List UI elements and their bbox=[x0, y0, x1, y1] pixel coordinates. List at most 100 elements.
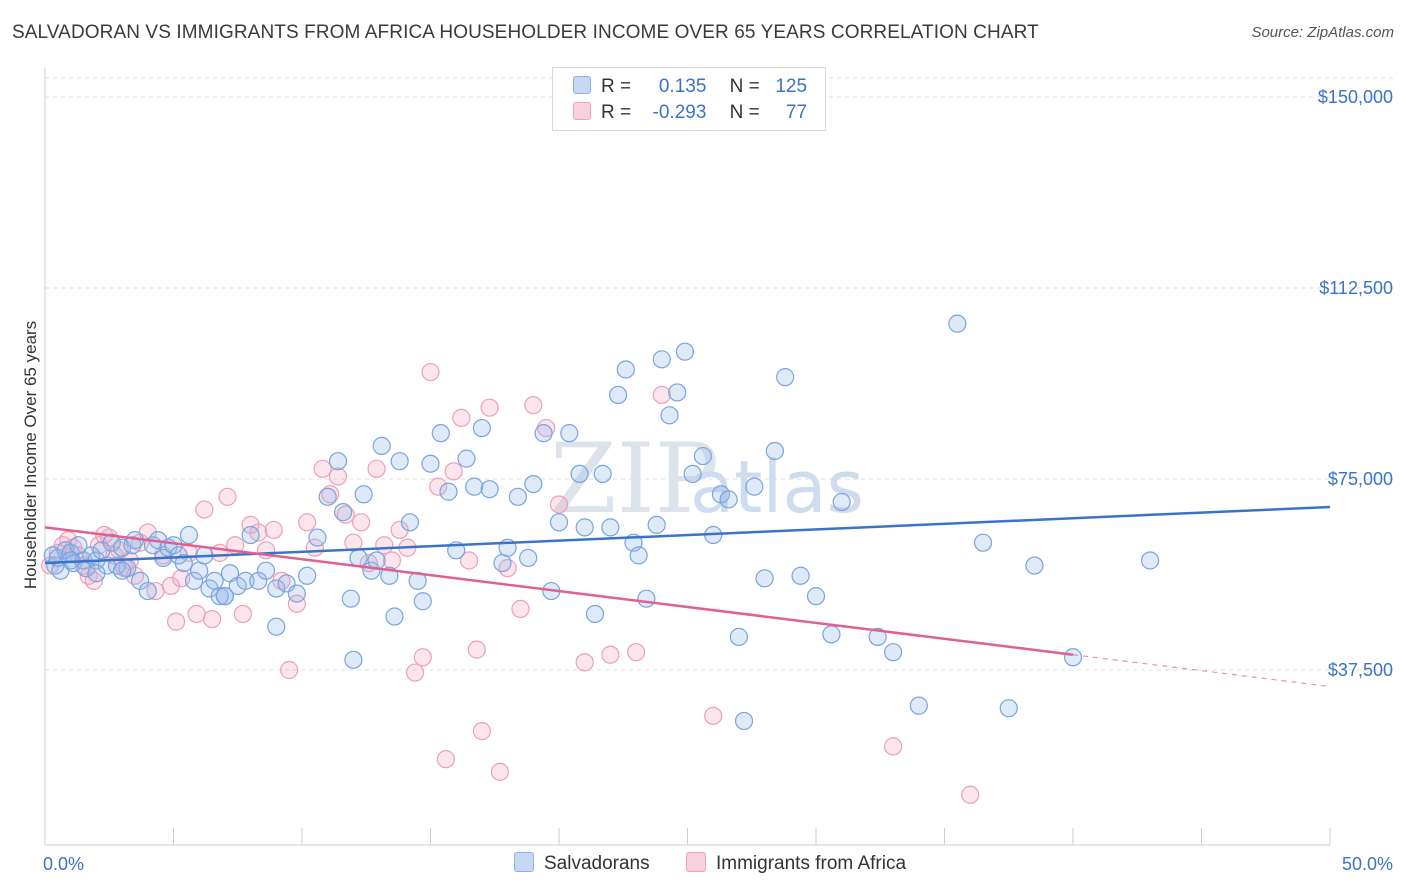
watermark-zip: ZIP bbox=[550, 423, 719, 535]
salvadoran-point bbox=[241, 525, 260, 545]
africa-point bbox=[405, 663, 425, 682]
bottom-swatch-blue bbox=[514, 852, 534, 872]
salvadoran-point bbox=[745, 477, 764, 496]
legend-r-label: R = bbox=[601, 102, 632, 123]
salvadoran-point bbox=[431, 424, 450, 443]
y-tick-label: $37,500 bbox=[1328, 660, 1393, 680]
salvadoran-point bbox=[660, 406, 679, 425]
africa-point bbox=[264, 520, 283, 540]
legend-n-label: N = bbox=[729, 102, 760, 123]
africa-point bbox=[390, 520, 409, 540]
africa-point bbox=[549, 495, 569, 514]
salvadoran-point bbox=[249, 571, 268, 590]
legend-row-salvadorans: R = 0.135 N = 125 bbox=[573, 75, 807, 99]
bottom-legend-africa: Immigrants from Africa bbox=[686, 852, 906, 875]
salvadoran-point bbox=[575, 518, 594, 537]
salvadoran-point bbox=[729, 627, 749, 646]
africa-point bbox=[161, 576, 181, 596]
salvadoran-point bbox=[534, 424, 553, 443]
africa-point bbox=[187, 604, 206, 624]
salvadoran-point bbox=[210, 587, 229, 606]
legend-n-value: 77 bbox=[785, 102, 808, 123]
salvadoran-point bbox=[668, 383, 687, 402]
africa-point bbox=[524, 396, 543, 415]
legend-swatch-blue bbox=[573, 76, 591, 94]
africa-point bbox=[652, 385, 671, 405]
salvadoran-point bbox=[868, 627, 887, 646]
africa-point bbox=[298, 513, 317, 532]
africa-point bbox=[336, 505, 355, 524]
africa-points bbox=[41, 362, 980, 804]
source-label: Source: ZipAtlas.com bbox=[1251, 24, 1394, 41]
salvadoran-point bbox=[390, 452, 409, 471]
salvadoran-point bbox=[87, 564, 106, 583]
africa-point bbox=[241, 515, 260, 534]
africa-point bbox=[704, 706, 723, 725]
salvadoran-point bbox=[683, 464, 702, 484]
salvadoran-point bbox=[524, 474, 543, 494]
africa-point bbox=[575, 653, 594, 672]
salvadoran-point bbox=[791, 566, 810, 585]
salvadoran-point bbox=[637, 589, 656, 608]
salvadoran-point bbox=[570, 464, 589, 484]
x-tick-label: 0.0% bbox=[43, 854, 84, 874]
africa-point bbox=[498, 559, 517, 578]
salvadoran-point bbox=[179, 525, 199, 545]
africa-point bbox=[452, 408, 471, 427]
salvadoran-point bbox=[413, 592, 432, 611]
salvadoran-point bbox=[267, 579, 286, 598]
y-tick-label: $112,500 bbox=[1319, 278, 1393, 298]
africa-point bbox=[166, 612, 186, 631]
salvadoran-point bbox=[174, 553, 193, 573]
salvadoran-point bbox=[806, 587, 826, 606]
salvadoran-point bbox=[298, 566, 317, 585]
legend-r-value: 0.135 bbox=[658, 76, 707, 97]
salvadoran-point bbox=[948, 314, 967, 333]
salvadoran-point bbox=[308, 528, 327, 547]
salvadoran-point bbox=[354, 485, 373, 504]
africa-point bbox=[313, 459, 332, 478]
salvadoran-point bbox=[349, 548, 368, 568]
salvadoran-point bbox=[267, 617, 286, 636]
legend-r-label: R = bbox=[601, 76, 632, 97]
bottom-legend-label: Immigrants from Africa bbox=[716, 853, 907, 874]
africa-point bbox=[375, 536, 394, 555]
africa-point bbox=[280, 660, 299, 680]
africa-point bbox=[287, 594, 306, 613]
africa-point bbox=[218, 487, 237, 506]
africa-trend-extension bbox=[1072, 654, 1331, 688]
salvadoran-point bbox=[215, 587, 234, 606]
africa-point bbox=[321, 485, 340, 504]
salvadoran-point bbox=[190, 561, 209, 580]
africa-point bbox=[626, 643, 646, 662]
y-tick-label: $75,000 bbox=[1328, 469, 1393, 489]
africa-point bbox=[537, 418, 556, 438]
salvadoran-point bbox=[883, 643, 903, 662]
axes bbox=[44, 68, 1331, 846]
salvadoran-point bbox=[1025, 556, 1044, 575]
bottom-legend-salvadorans: Salvadorans bbox=[514, 852, 650, 875]
salvadoran-point bbox=[999, 699, 1018, 718]
salvadoran-point bbox=[385, 607, 404, 626]
salvadoran-point bbox=[675, 342, 695, 361]
salvadoran-point bbox=[560, 424, 579, 443]
salvadoran-point bbox=[465, 477, 484, 496]
africa-point bbox=[436, 750, 456, 769]
salvadoran-point bbox=[367, 551, 386, 570]
salvadoran-point bbox=[184, 571, 204, 590]
africa-point bbox=[601, 645, 620, 664]
africa-point bbox=[472, 722, 491, 741]
africa-point bbox=[367, 459, 386, 478]
salvadoran-point bbox=[123, 536, 142, 555]
africa-point bbox=[233, 604, 252, 624]
africa-point bbox=[328, 467, 348, 486]
salvadoran-point bbox=[508, 487, 527, 506]
salvadoran-point bbox=[205, 571, 224, 590]
salvadoran-point bbox=[1063, 648, 1083, 667]
axis-labels: $37,500 $75,000 $112,500 $150,000 0.0% 50.0% bbox=[43, 87, 1393, 874]
africa-point bbox=[444, 462, 463, 481]
africa-point bbox=[459, 551, 479, 570]
salvadoran-point bbox=[909, 696, 928, 715]
salvadoran-point bbox=[832, 492, 851, 512]
